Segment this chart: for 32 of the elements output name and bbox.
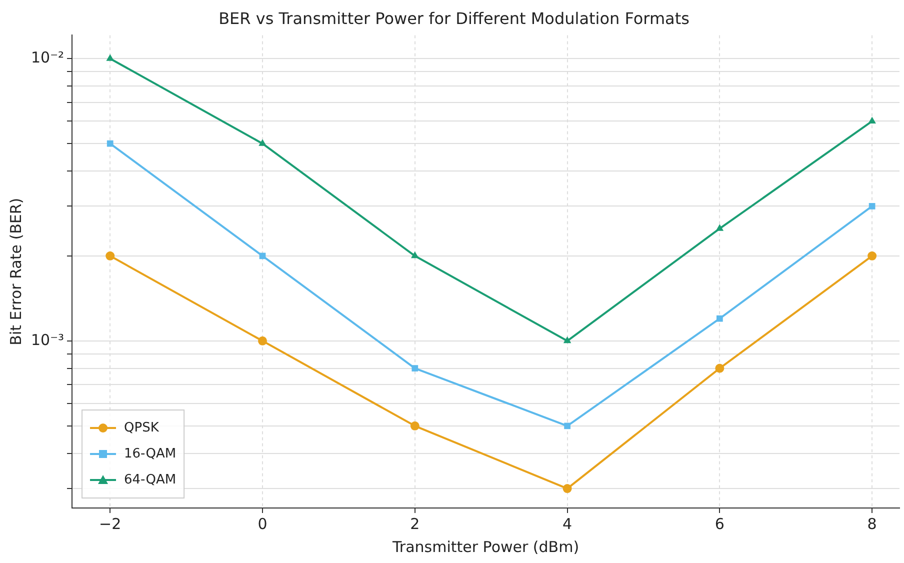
point bbox=[716, 224, 724, 231]
legend-label: 16-QAM bbox=[124, 446, 176, 462]
point bbox=[868, 251, 877, 260]
point bbox=[106, 251, 115, 260]
point bbox=[868, 116, 876, 124]
y-tick-label: 10⁻³ bbox=[30, 330, 64, 349]
chart-title: BER vs Transmitter Power for Different Modulation Formats bbox=[218, 8, 690, 28]
point bbox=[564, 422, 570, 430]
point bbox=[258, 139, 266, 146]
point bbox=[562, 484, 572, 494]
y-axis-title: Bit Error Rate (BER) bbox=[6, 198, 25, 346]
point bbox=[412, 365, 418, 372]
point bbox=[410, 421, 420, 430]
point bbox=[868, 203, 876, 210]
x-tick-label: −2 bbox=[99, 514, 122, 533]
point bbox=[715, 364, 724, 373]
x-axis-title: Transmitter Power (dBm) bbox=[391, 538, 580, 556]
legend-label: QPSK bbox=[124, 420, 160, 436]
x-tick-label: 0 bbox=[258, 514, 268, 533]
point bbox=[258, 336, 268, 346]
point bbox=[259, 252, 266, 260]
x-tick-label: 6 bbox=[714, 514, 724, 533]
point bbox=[563, 336, 572, 344]
x-tick-label: 4 bbox=[562, 514, 572, 533]
point bbox=[411, 251, 419, 258]
x-tick-label: 2 bbox=[410, 514, 420, 533]
point bbox=[716, 315, 723, 322]
y-tick-label: 10⁻² bbox=[30, 48, 64, 66]
point bbox=[106, 54, 114, 61]
x-tick-label: 8 bbox=[867, 514, 877, 533]
point bbox=[106, 140, 114, 147]
legend-label: 64-QAM bbox=[124, 472, 176, 488]
